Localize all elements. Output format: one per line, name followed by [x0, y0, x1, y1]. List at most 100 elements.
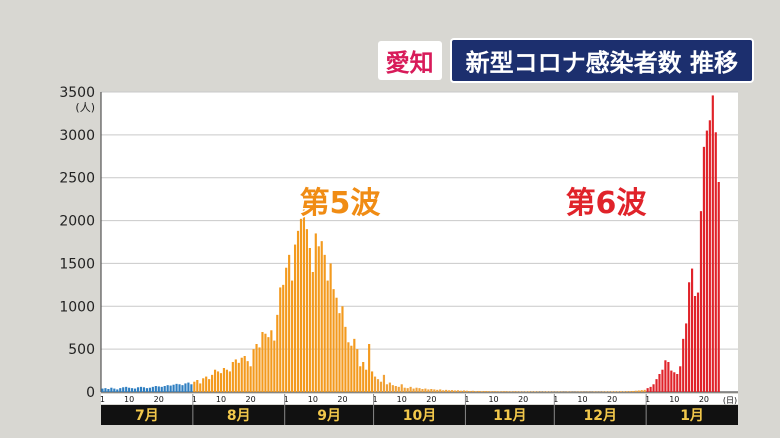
bar [415, 387, 418, 392]
bar [400, 384, 403, 392]
x-day-tick-label: 1 [553, 395, 558, 404]
bar [427, 389, 430, 392]
x-day-tick-label: 1 [464, 395, 469, 404]
bar [276, 314, 279, 392]
x-month-label: 11月 [493, 408, 526, 424]
y-axis-unit-label: (人) [75, 101, 95, 114]
bar [649, 386, 652, 392]
bar [640, 390, 643, 392]
bar [533, 391, 537, 392]
bar [453, 390, 457, 392]
bar [213, 369, 217, 392]
bar [409, 386, 412, 392]
bar [270, 330, 273, 392]
y-tick-label: 1000 [59, 299, 95, 315]
bar [545, 391, 548, 392]
bar [711, 95, 714, 392]
bar [196, 380, 199, 392]
chart-main-title: 新型コロナ感染者数 推移 [449, 37, 754, 83]
day-tick-strip [101, 394, 738, 404]
bar [682, 338, 685, 392]
bar [631, 390, 634, 392]
bar [525, 391, 528, 392]
bar [504, 391, 507, 392]
bar [436, 389, 439, 392]
bar [172, 384, 175, 392]
bar [261, 332, 264, 392]
x-month-label: 12月 [583, 408, 616, 424]
bar [385, 384, 388, 392]
x-day-tick-label: 20 [337, 395, 347, 404]
bar [693, 296, 697, 392]
bar [376, 379, 380, 392]
bar [264, 333, 267, 392]
bar [708, 120, 711, 393]
x-day-tick-label: 10 [669, 395, 679, 404]
bar [332, 289, 335, 392]
bar [492, 391, 495, 392]
x-month-label: 10月 [403, 408, 436, 424]
bar [116, 389, 119, 392]
bar [676, 374, 679, 392]
bar [249, 366, 252, 392]
bar [136, 387, 140, 392]
bar [148, 387, 151, 392]
bar [702, 146, 706, 392]
bar [273, 340, 276, 392]
bar [299, 218, 303, 392]
bar [670, 370, 673, 392]
bar [406, 388, 409, 392]
bar [187, 382, 190, 392]
bar [379, 381, 383, 392]
bar [637, 390, 640, 392]
wave5-annotation: 第5波 [300, 186, 382, 221]
bar [225, 369, 228, 392]
bar [110, 387, 113, 392]
bar [661, 369, 664, 392]
bar [501, 391, 504, 392]
chart-title: 愛知 新型コロナ感染者数 推移 [377, 37, 754, 83]
bar [104, 388, 107, 392]
bar [394, 386, 397, 392]
bar [317, 246, 320, 392]
bar [471, 390, 474, 392]
x-day-tick-label: 20 [699, 395, 709, 404]
x-month-label: 7月 [135, 408, 159, 424]
bar [397, 386, 400, 392]
x-day-tick-label: 20 [246, 395, 256, 404]
bar [403, 387, 406, 392]
bar [341, 306, 344, 392]
x-day-tick-label: 10 [488, 395, 498, 404]
plot-area [101, 92, 738, 392]
bar [184, 383, 187, 392]
bar [305, 229, 308, 392]
month-strip [101, 405, 738, 425]
bar [373, 376, 377, 392]
bar [477, 390, 480, 392]
bar [451, 390, 454, 392]
bar [169, 385, 172, 392]
x-day-tick-label: 1 [645, 395, 650, 404]
x-axis-unit-label: (日) [723, 396, 737, 405]
bar [288, 254, 291, 392]
bar [291, 280, 294, 392]
bar [474, 391, 477, 392]
bar [658, 374, 661, 392]
bar [717, 182, 720, 392]
x-day-tick-label: 20 [607, 395, 617, 404]
bar [365, 369, 368, 392]
bar [122, 387, 125, 392]
bar [690, 268, 694, 392]
bar [240, 357, 243, 392]
bar [465, 390, 468, 392]
bar [205, 376, 208, 392]
bar [178, 384, 181, 392]
bar [616, 391, 620, 392]
bar [430, 389, 433, 392]
y-tick-label: 1500 [59, 256, 95, 272]
y-tick-label: 500 [68, 342, 95, 358]
bar [634, 390, 637, 392]
bar [359, 366, 362, 392]
y-tick-label: 3000 [59, 128, 95, 144]
